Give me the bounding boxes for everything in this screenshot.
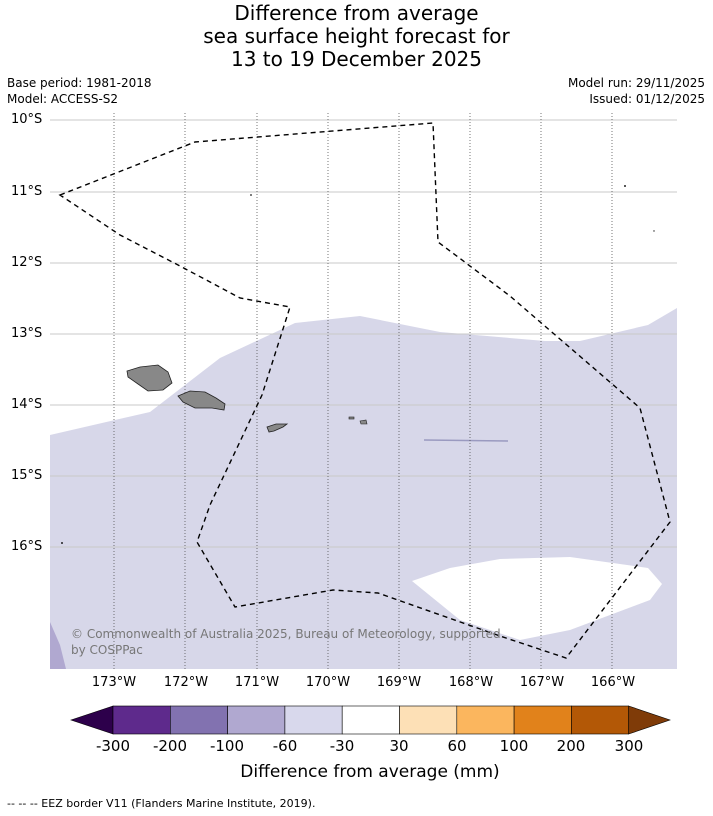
colorbar-segment [399, 705, 458, 735]
eez-footnote: -- -- -- EEZ border V11 (Flanders Marine… [7, 797, 316, 810]
island-upolu [177, 390, 226, 411]
meta-right: Model run: 29/11/2025 Issued: 01/12/2025 [568, 75, 705, 107]
colorbar-label: -200 [152, 737, 188, 755]
lat-label-12s: 12°S [11, 255, 43, 270]
colorbar-label: 30 [389, 737, 409, 755]
island-speck-3 [653, 230, 655, 232]
colorbar-label: -30 [329, 737, 355, 755]
island-tutuila [266, 423, 289, 433]
colorbar-label: 60 [447, 737, 467, 755]
map-title: Difference from average sea surface heig… [0, 2, 713, 71]
lon-label-170w: 170°W [305, 675, 351, 690]
faint-line-feature [423, 439, 509, 442]
colorbar-segment [284, 705, 343, 735]
colorbar-segment [513, 705, 572, 735]
lat-gridlines [50, 119, 677, 548]
colorbar-title: Difference from average (mm) [240, 762, 500, 782]
lat-label-14s: 14°S [11, 397, 43, 412]
lat-label-11s: 11°S [11, 184, 43, 199]
lon-label-168w: 168°W [448, 675, 494, 690]
lon-label-169w: 169°W [376, 675, 422, 690]
lat-label-15s: 15°S [11, 468, 43, 483]
lon-label-172w: 172°W [163, 675, 209, 690]
colorbar-segment [170, 705, 228, 735]
title-line-1: Difference from average [234, 1, 479, 25]
base-period: Base period: 1981-2018 [7, 76, 152, 90]
colorbar-segment [227, 705, 286, 735]
colorbar-segment [456, 705, 515, 735]
colorbar-segment [341, 705, 400, 735]
title-line-3: 13 to 19 December 2025 [230, 47, 482, 71]
island-speck-1 [250, 194, 252, 196]
lon-label-166w: 166°W [590, 675, 636, 690]
model-name: Model: ACCESS-S2 [7, 92, 119, 106]
colorbar-label: 100 [499, 737, 529, 755]
anomaly-region-darker [50, 622, 66, 669]
neutral-region [412, 557, 662, 640]
map-panel [50, 113, 677, 669]
colorbar-label: 200 [556, 737, 586, 755]
issued-date: Issued: 01/12/2025 [589, 92, 705, 106]
meta-left: Base period: 1981-2018 Model: ACCESS-S2 [7, 75, 152, 107]
island-speck-4 [61, 542, 63, 544]
colorbar [70, 705, 671, 735]
colorbar-extend-high [628, 705, 671, 735]
lon-label-171w: 171°W [234, 675, 280, 690]
island-speck-2 [624, 185, 626, 187]
colorbar-segment [112, 705, 171, 735]
colorbar-label: 300 [614, 737, 644, 755]
eez-border [58, 122, 671, 659]
title-line-2: sea surface height forecast for [203, 24, 510, 48]
copyright-notice: © Commonwealth of Australia 2025, Bureau… [71, 627, 501, 657]
lat-label-13s: 13°S [11, 326, 43, 341]
colorbar-label: -100 [209, 737, 245, 755]
lat-label-16s: 16°S [11, 539, 43, 554]
island-savaii [126, 364, 173, 392]
colorbar-segment [571, 705, 630, 735]
colorbar-label: -300 [95, 737, 131, 755]
colorbar-extend-low [70, 705, 114, 735]
lat-label-10s: 10°S [11, 112, 43, 127]
colorbar-label: -60 [272, 737, 298, 755]
lon-label-173w: 173°W [91, 675, 137, 690]
lon-label-167w: 167°W [519, 675, 565, 690]
island-tau [359, 419, 368, 425]
island-ofu [348, 416, 355, 420]
model-run: Model run: 29/11/2025 [567, 76, 705, 90]
